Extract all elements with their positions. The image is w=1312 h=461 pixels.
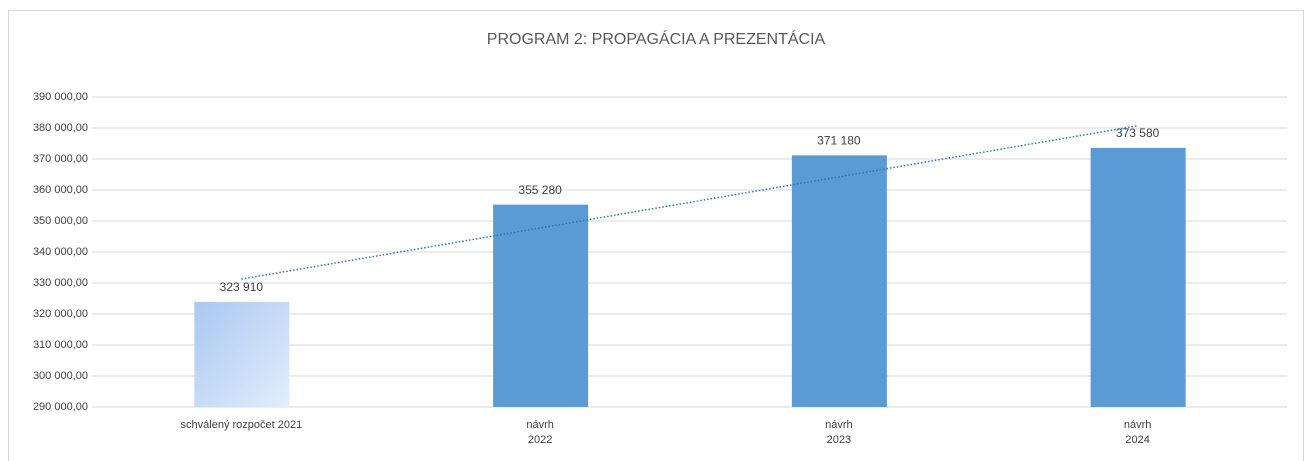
- bar: [791, 155, 887, 407]
- y-tick-label: 340 000,00: [33, 246, 88, 258]
- y-tick-label: 380 000,00: [33, 122, 88, 134]
- y-tick-label: 390 000,00: [33, 91, 88, 103]
- bar: [1090, 147, 1186, 408]
- bar: [194, 301, 290, 407]
- x-tick-label: návrh 2022: [526, 419, 554, 446]
- data-label: 371 180: [817, 134, 861, 148]
- trendline: [241, 125, 1138, 280]
- y-tick-label: 350 000,00: [33, 215, 88, 227]
- y-tick-label: 320 000,00: [33, 308, 88, 320]
- y-tick-label: 360 000,00: [33, 184, 88, 196]
- data-label: 323 910: [220, 280, 264, 294]
- x-tick-label: schválený rozpočet 2021: [181, 419, 303, 431]
- bar: [493, 204, 589, 407]
- x-tick-label: návrh 2024: [1124, 419, 1152, 446]
- y-tick-label: 300 000,00: [33, 370, 88, 382]
- x-tick-label: návrh 2023: [825, 419, 853, 446]
- data-label: 355 280: [518, 183, 562, 197]
- y-tick-label: 290 000,00: [33, 401, 88, 413]
- y-tick-label: 330 000,00: [33, 277, 88, 289]
- y-tick-label: 310 000,00: [33, 339, 88, 351]
- chart-title: PROGRAM 2: PROPAGÁCIA A PREZENTÁCIA: [487, 29, 826, 48]
- y-tick-label: 370 000,00: [33, 153, 88, 165]
- data-label: 373 580: [1116, 126, 1160, 140]
